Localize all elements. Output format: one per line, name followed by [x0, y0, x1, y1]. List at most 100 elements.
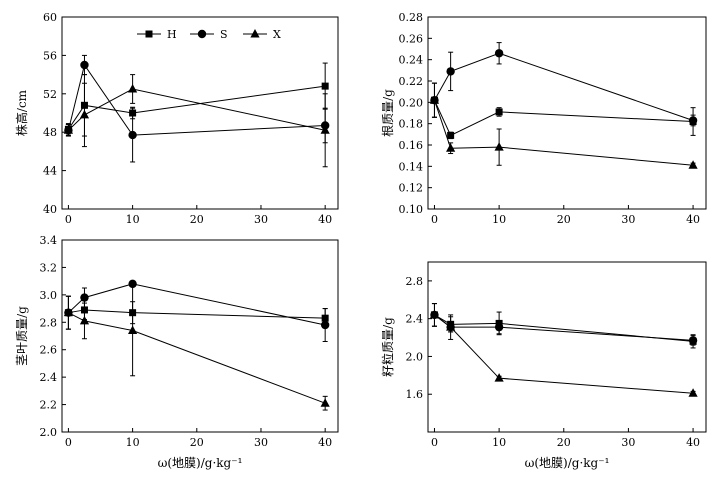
x-tick-label-height-2: 20	[190, 213, 204, 226]
data-point-s-stem-3	[320, 320, 330, 330]
series-x-grain	[429, 303, 698, 397]
data-point-s-height-1	[80, 60, 89, 70]
plot-frame-height	[61, 16, 339, 210]
series-x-height	[63, 74, 330, 168]
plot-frame-stem	[61, 239, 339, 433]
series-line-x-root	[433, 100, 694, 166]
x-tick-label-root-4: 40	[686, 213, 700, 226]
series-h-stem	[64, 295, 329, 330]
data-point-s-stem-2	[128, 279, 137, 289]
data-point-x-stem-1	[79, 315, 90, 325]
data-point-x-stem-3	[320, 398, 330, 407]
x-tick-label-grain-0: 0	[431, 436, 438, 449]
x-axis-title-left: ω(地膜)/g·kg⁻¹	[158, 456, 243, 470]
legend-marker-s	[197, 29, 207, 39]
y-tick-label-stem-3: 2.6	[40, 344, 58, 357]
y-axis-title-height: 株高/cm	[14, 89, 29, 136]
data-point-h-height-3	[321, 82, 329, 90]
y-tick-label-height-0: 40	[43, 203, 57, 216]
series-line-x-stem	[68, 312, 326, 404]
data-point-x-stem-2	[128, 325, 138, 335]
data-point-x-root-1	[446, 143, 456, 152]
y-axis-title-grain: 籽粒质量/g	[380, 317, 395, 377]
y-tick-label-root-3: 0.16	[399, 139, 424, 152]
x-tick-label-root-0: 0	[431, 213, 438, 226]
plot-frame-grain	[427, 261, 707, 433]
panel-stem: 2.0 2.2 2.4 2.6 2.8 3.0 3.2 3.4 0 10 20 30 40 茎叶质量/g	[15, 234, 339, 449]
y-tick-label-root-4: 0.18	[399, 118, 424, 131]
series-line-s-root	[434, 52, 694, 121]
series-line-s-height	[67, 63, 326, 136]
y-tick-label-height-1: 44	[43, 165, 57, 178]
series-h-grain	[430, 303, 697, 349]
y-tick-label-height-2: 48	[43, 126, 57, 139]
series-line-h-stem	[68, 309, 326, 319]
x-axis-title-right: ω(地膜)/g·kg⁻¹	[525, 456, 610, 470]
legend-label-s: S	[220, 28, 228, 41]
y-tick-label-grain-1: 2.0	[406, 350, 424, 363]
data-point-x-height-1	[79, 109, 90, 119]
data-point-x-root-0	[429, 95, 440, 104]
y-tick-label-grain-0: 1.6	[406, 388, 424, 401]
data-point-x-grain-1	[446, 322, 456, 331]
data-point-s-height-2	[128, 130, 137, 140]
y-tick-label-root-2: 0.14	[399, 160, 424, 173]
y-tick-label-height-3: 52	[43, 88, 57, 101]
x-tick-label-height-0: 0	[65, 213, 72, 226]
data-point-x-root-3	[688, 160, 698, 169]
y-tick-label-root-7: 0.24	[399, 54, 424, 67]
series-h-height	[64, 62, 329, 137]
series-x-root	[429, 82, 698, 169]
data-point-x-height-3	[320, 125, 330, 134]
x-tick-label-stem-4: 40	[318, 436, 332, 449]
legend-marker-x	[250, 29, 260, 38]
y-tick-label-height-4: 56	[43, 49, 57, 62]
data-point-x-grain-3	[688, 388, 698, 397]
series-line-s-stem	[68, 283, 326, 326]
panel-height: 40 44 48 52 56 60 0 10 20 30 40 株高/cm	[14, 11, 339, 226]
panel-root: 0.10 0.12 0.14 0.16 0.18 0.20 0.22 0.24 0.26 0.28…	[381, 11, 707, 226]
series-s-root	[430, 42, 698, 127]
data-point-s-stem-1	[80, 293, 89, 302]
series-h-root	[430, 82, 697, 140]
x-tick-label-root-3: 30	[621, 213, 635, 226]
y-tick-label-stem-5: 3.0	[40, 289, 58, 302]
data-point-x-root-2	[494, 142, 504, 151]
data-point-s-root-1	[446, 67, 455, 76]
data-point-s-root-2	[494, 49, 504, 58]
y-tick-label-root-1: 0.12	[399, 182, 424, 195]
y-tick-label-stem-2: 2.4	[40, 371, 58, 384]
x-tick-label-grain-1: 10	[492, 436, 506, 449]
series-line-x-height	[68, 88, 326, 131]
y-tick-label-root-5: 0.20	[399, 96, 424, 109]
x-tick-label-root-1: 10	[492, 213, 506, 226]
panel-grain: 1.6 2.0 2.4 2.8 0 10 20 30 40 籽粒质量/g	[380, 261, 707, 449]
data-point-x-grain-0	[429, 309, 440, 319]
legend-label-h: H	[167, 28, 177, 41]
series-line-h-height	[68, 85, 326, 130]
legend-marker-h	[145, 30, 153, 38]
y-tick-label-root-8: 0.26	[399, 32, 424, 45]
data-point-h-root-2	[495, 108, 503, 116]
y-tick-label-root-0: 0.10	[399, 203, 424, 216]
y-axis-title-root: 根质量/g	[381, 89, 395, 137]
y-tick-label-height-5: 60	[43, 11, 57, 24]
y-tick-label-stem-7: 3.4	[40, 234, 58, 247]
x-tick-label-root-2: 20	[557, 213, 571, 226]
x-tick-label-height-3: 30	[254, 213, 268, 226]
x-tick-label-stem-1: 10	[126, 436, 140, 449]
data-point-s-root-3	[688, 116, 698, 125]
y-tick-label-stem-6: 3.2	[40, 261, 58, 274]
x-tick-label-grain-3: 30	[621, 436, 635, 449]
data-point-x-height-0	[63, 125, 74, 134]
legend-label-x: X	[273, 28, 281, 41]
x-tick-label-stem-3: 30	[254, 436, 268, 449]
y-axis-title-stem: 茎叶质量/g	[15, 306, 29, 366]
data-point-x-stem-0	[63, 307, 74, 317]
data-point-x-grain-2	[494, 373, 504, 382]
x-tick-label-grain-2: 20	[557, 436, 571, 449]
x-tick-label-stem-0: 0	[65, 436, 72, 449]
y-tick-label-root-9: 0.28	[399, 11, 424, 24]
x-tick-label-stem-2: 20	[190, 436, 204, 449]
